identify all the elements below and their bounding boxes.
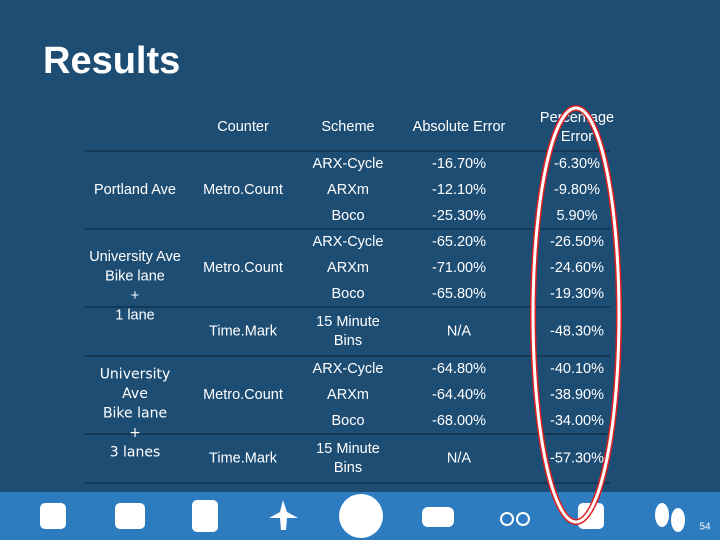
- site-cell: Bike lane: [103, 406, 167, 422]
- scheme-cell: ARXm: [327, 260, 369, 276]
- percentage-error-cell: -9.80%: [554, 182, 600, 198]
- icon-walk: [671, 508, 685, 532]
- scheme-cell: Boco: [331, 286, 364, 302]
- mode-icons: [40, 494, 685, 538]
- scheme-cell: ARX-Cycle: [313, 234, 384, 250]
- percentage-error-cell: -6.30%: [554, 156, 600, 172]
- site-cell: Ave: [122, 386, 148, 402]
- absolute-error-cell: -12.10%: [432, 182, 486, 198]
- site-cell: +: [129, 425, 141, 441]
- scheme-cell: Boco: [331, 208, 364, 224]
- percentage-error-cell: -24.60%: [550, 260, 604, 276]
- scheme-cell: ARX-Cycle: [313, 156, 384, 172]
- icon-ferry: [115, 503, 145, 529]
- scheme-cell: 15 Minute: [316, 314, 380, 330]
- site-cell: Bike lane: [105, 269, 165, 285]
- site-cell: 3 lanes: [110, 445, 161, 461]
- percentage-error-cell: -57.30%: [550, 450, 604, 466]
- counter-cell: Metro.Count: [203, 260, 283, 276]
- scheme-cell: ARX-Cycle: [313, 361, 384, 377]
- percentage-error-cell: -26.50%: [550, 234, 604, 250]
- scheme-cell: Bins: [334, 460, 362, 476]
- percentage-error-cell: -40.10%: [550, 361, 604, 377]
- highlight: [531, 106, 621, 524]
- icon-train: [192, 500, 218, 532]
- icon-walk: [655, 503, 669, 527]
- absolute-error-cell: -71.00%: [432, 260, 486, 276]
- icon-plane: [269, 500, 298, 530]
- percentage-error-cell: -34.00%: [550, 413, 604, 429]
- slide-title: Results: [43, 40, 180, 82]
- icon-bus2: [578, 503, 604, 529]
- absolute-error-cell: -65.80%: [432, 286, 486, 302]
- absolute-error-cell: -68.00%: [432, 413, 486, 429]
- percentage-error-cell: 5.90%: [556, 208, 597, 224]
- absolute-error-cell: N/A: [447, 450, 472, 466]
- absolute-error-cell: -64.40%: [432, 387, 486, 403]
- absolute-error-cell: -16.70%: [432, 156, 486, 172]
- icon-bus: [40, 503, 66, 529]
- absolute-error-cell: -65.20%: [432, 234, 486, 250]
- site-cell: +: [131, 288, 139, 304]
- counter-cell: Metro.Count: [203, 182, 283, 198]
- scheme-cell: 15 Minute: [316, 441, 380, 457]
- counter-cell: Time.Mark: [209, 323, 278, 339]
- column-header: Scheme: [321, 119, 374, 135]
- scheme-cell: ARXm: [327, 387, 369, 403]
- absolute-error-cell: -64.80%: [432, 361, 486, 377]
- icon-bike: [500, 512, 514, 526]
- column-header: Counter: [217, 119, 269, 135]
- page-number: 54: [699, 522, 711, 533]
- absolute-error-cell: -25.30%: [432, 208, 486, 224]
- column-header: Absolute Error: [413, 119, 506, 135]
- counter-cell: Time.Mark: [209, 450, 278, 466]
- counter-cell: Metro.Count: [203, 387, 283, 403]
- percentage-error-cell: -38.90%: [550, 387, 604, 403]
- icon-bike: [516, 512, 530, 526]
- percentage-error-cell: -48.30%: [550, 323, 604, 339]
- scheme-cell: Bins: [334, 333, 362, 349]
- site-cell: University: [100, 367, 171, 383]
- percentage-error-cell: -19.30%: [550, 286, 604, 302]
- scheme-cell: ARXm: [327, 182, 369, 198]
- site-cell: Portland Ave: [94, 182, 176, 198]
- scheme-cell: Boco: [331, 413, 364, 429]
- site-cell: University Ave: [89, 249, 181, 265]
- icon-car: [422, 507, 454, 527]
- site-cell: 1 lane: [115, 308, 155, 324]
- absolute-error-cell: N/A: [447, 323, 472, 339]
- icon-seal: [339, 494, 383, 538]
